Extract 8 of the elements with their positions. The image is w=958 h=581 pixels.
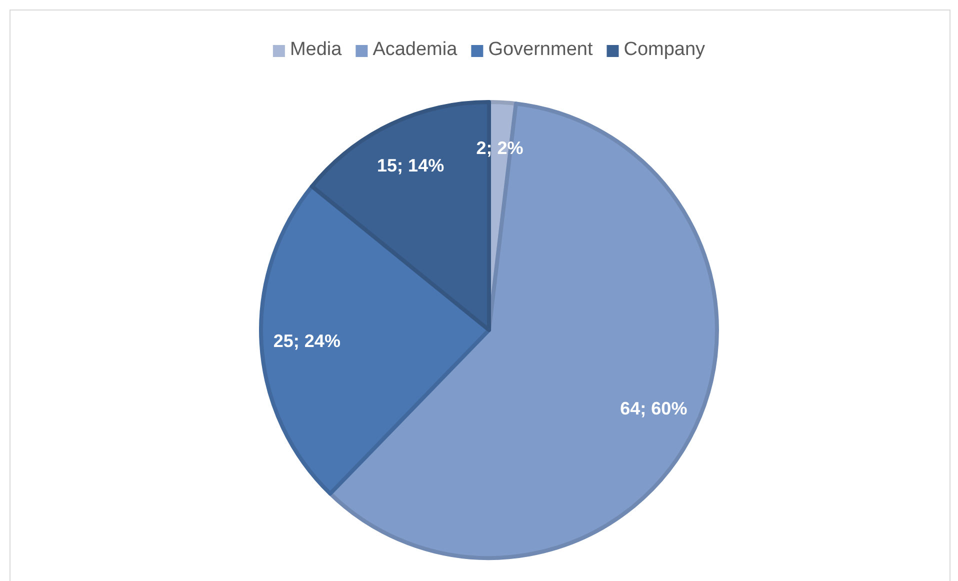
legend-label: Media (290, 39, 342, 60)
data-label: 64; 60% (620, 398, 688, 418)
data-label: 15; 14% (377, 155, 444, 176)
legend-label: Company (624, 39, 706, 60)
legend-label: Academia (372, 39, 458, 60)
data-label: 2; 2% (476, 138, 524, 158)
legend-label: Government (488, 39, 594, 60)
data-label: 25; 24% (273, 330, 340, 351)
